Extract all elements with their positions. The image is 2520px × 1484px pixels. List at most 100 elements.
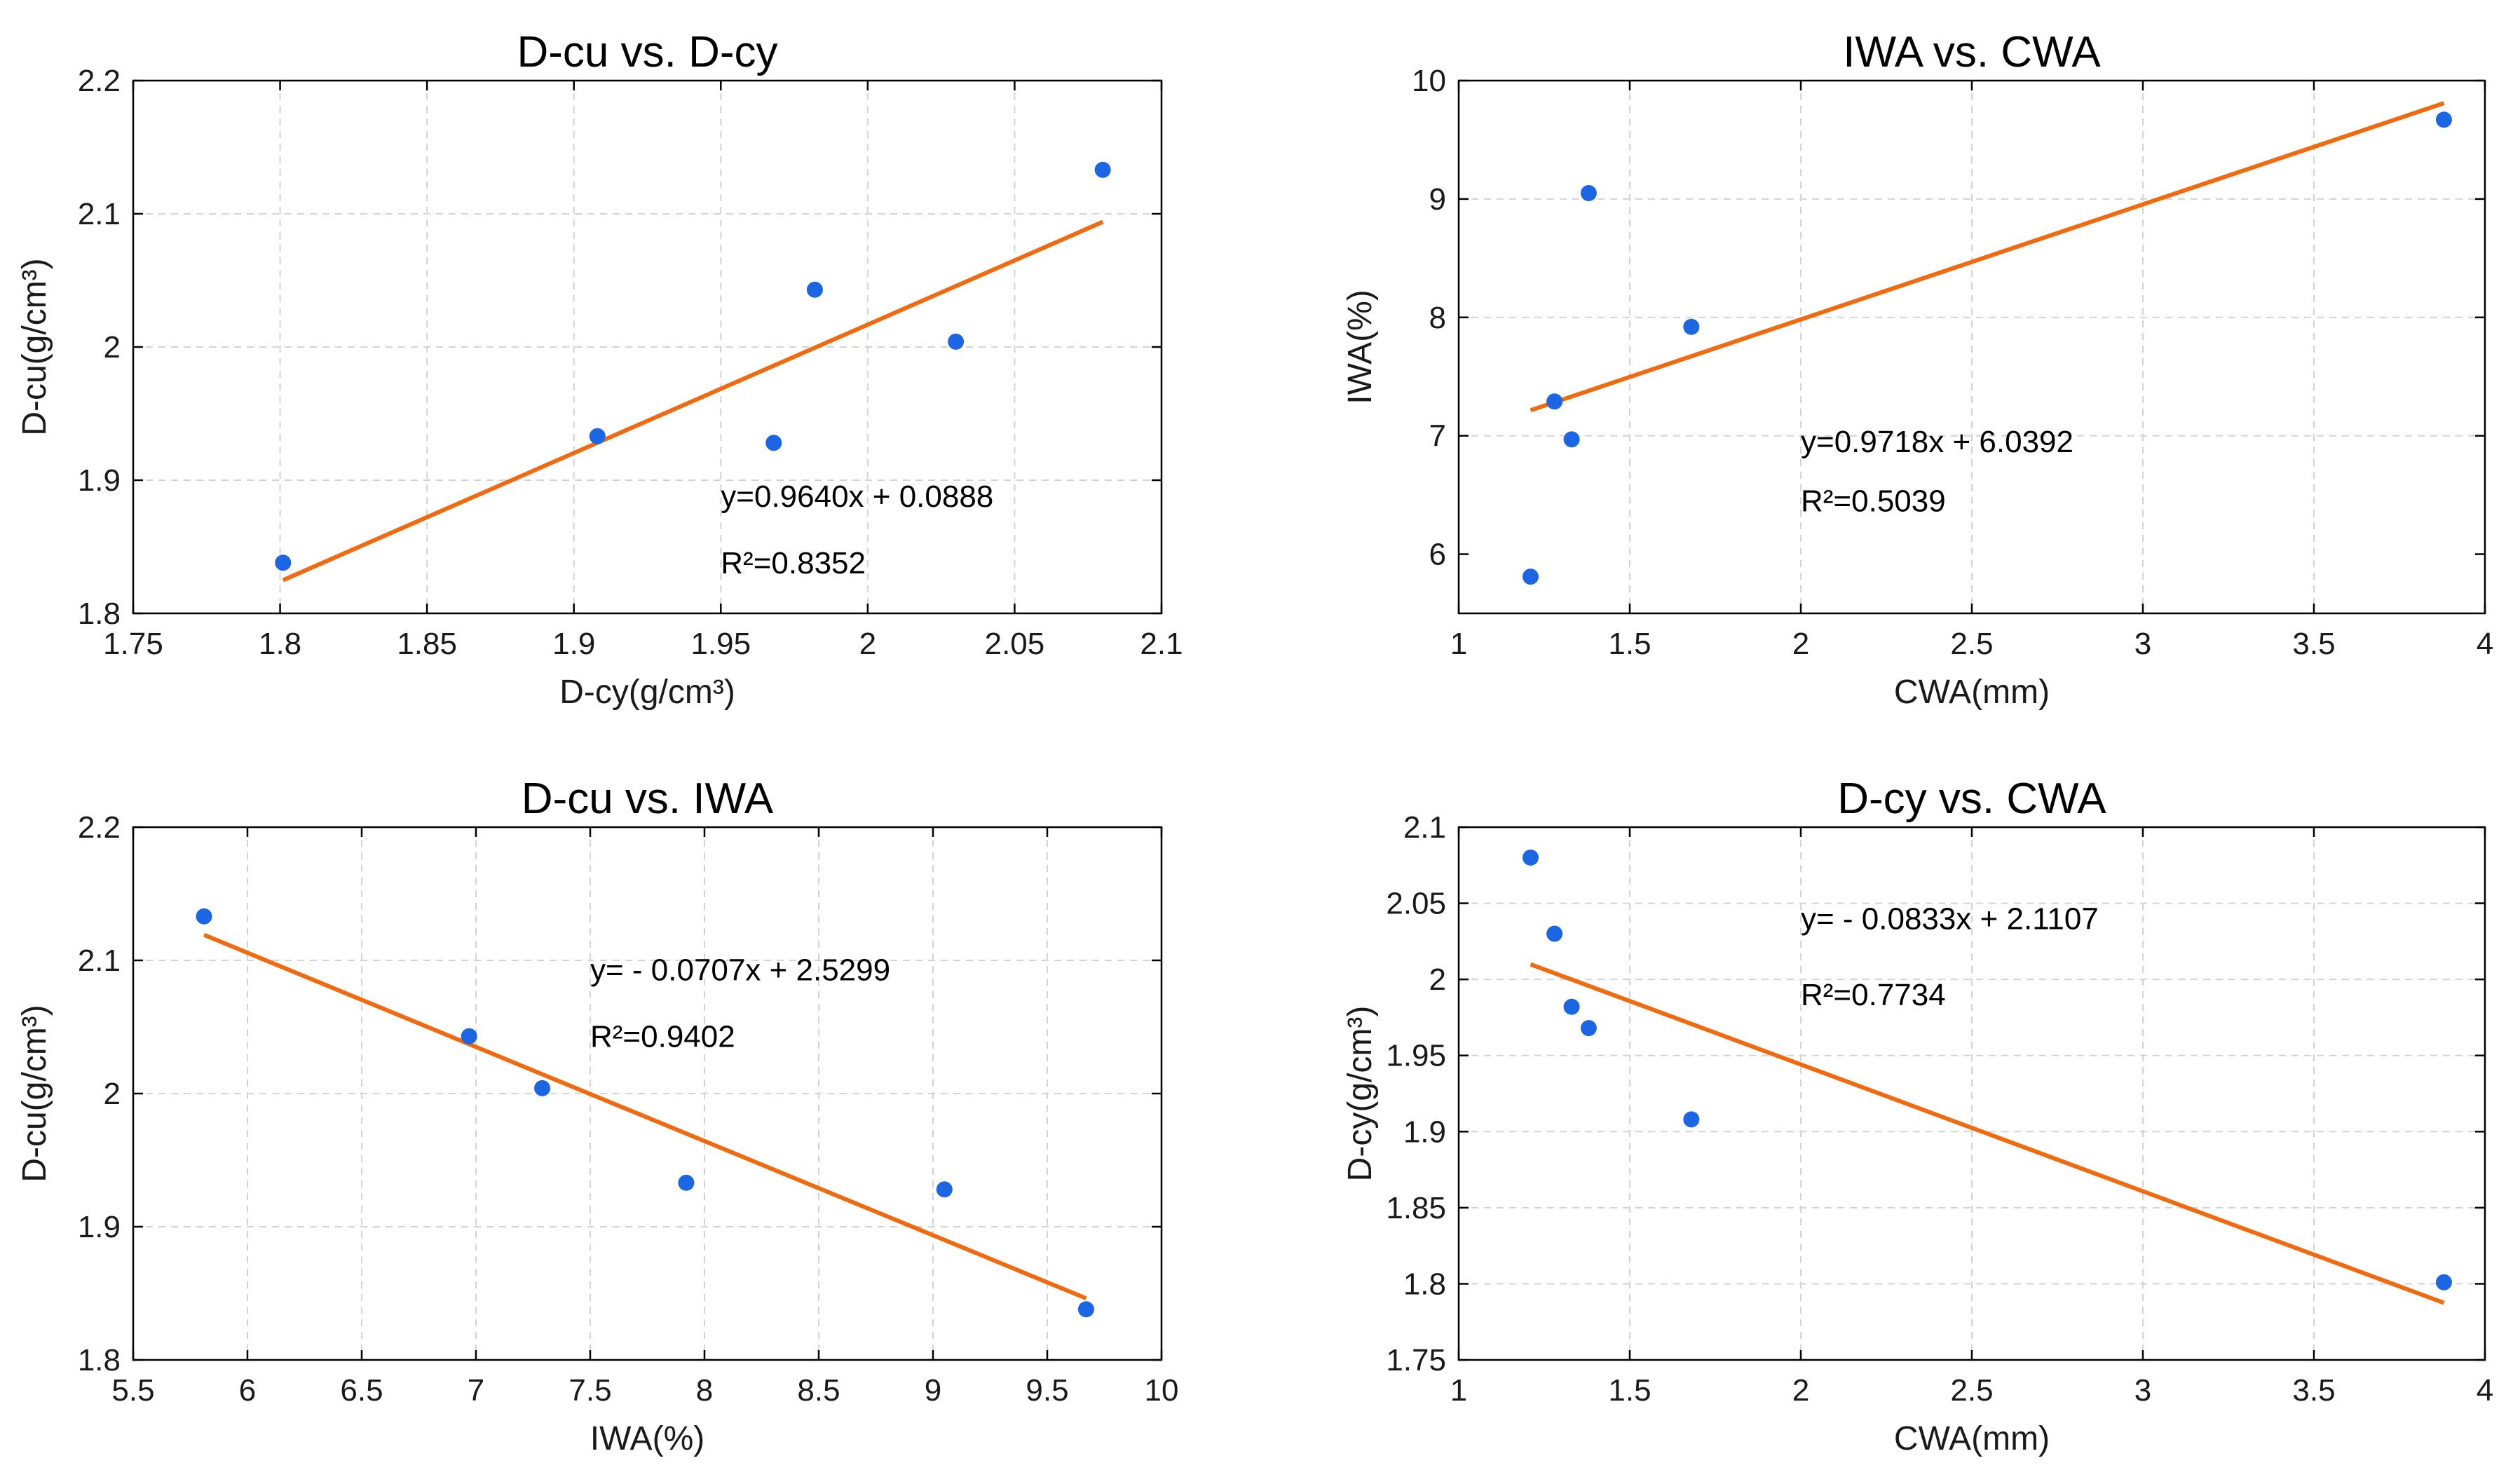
x-tick-label: 7	[468, 1373, 484, 1408]
plot-frame	[1457, 79, 2486, 615]
data-point	[806, 281, 823, 298]
x-tick-label: 6	[239, 1373, 256, 1408]
y-tick-label: 8	[1429, 301, 1446, 335]
x-tick-label: 2.5	[1950, 627, 1993, 661]
data-point	[1683, 1111, 1700, 1128]
regression-line	[282, 219, 1104, 583]
y-tick-label: 1.75	[1386, 1343, 1446, 1377]
y-tick-label: 1.9	[78, 1210, 121, 1244]
chart-panel-1: 1.75 1.8 1.85 1.9 1.95 2 2.05 2.11.81.922.12.2D…	[16, 28, 1183, 711]
plot-frame	[1457, 826, 2486, 1361]
x-tick-label: 2	[859, 627, 876, 661]
y-tick-label: 9	[1429, 182, 1446, 217]
plot-frame	[132, 826, 1163, 1361]
regression-line	[203, 932, 1087, 1300]
data-point	[1522, 569, 1539, 585]
y-tick-label: 2.1	[1403, 810, 1446, 845]
plot-frame	[132, 79, 1163, 615]
data-point	[936, 1181, 953, 1198]
y-tick-label: 2	[104, 330, 121, 365]
x-tick-label: 10	[1145, 1373, 1179, 1408]
x-tick-label: 5.5	[111, 1373, 154, 1408]
x-tick-label: 3	[2134, 1373, 2151, 1408]
y-tick-label: 1.95	[1386, 1039, 1446, 1073]
regression-equation: y= - 0.0833x + 2.1107	[1801, 901, 2099, 936]
y-tick-label: 2	[104, 1077, 121, 1111]
data-point	[1546, 925, 1563, 942]
chart-panel-3: 5.5 6 6.5 7 7.5 8 8.5 9 9.5 10 1.8 1.9 2 2.1 2.2 D-cu v…	[16, 775, 1178, 1457]
data-point	[1563, 431, 1580, 448]
data-point	[2435, 111, 2452, 128]
x-axis-label: CWA(mm)	[1894, 674, 2050, 711]
x-tick-label: 8	[696, 1373, 713, 1408]
y-axis-label: D-cu(g/cm³)	[16, 258, 53, 435]
data-point	[589, 428, 606, 444]
data-point	[1580, 184, 1597, 201]
x-axis-label: CWA(mm)	[1894, 1420, 2050, 1457]
data-point	[765, 435, 782, 451]
regression-line	[1530, 101, 2445, 413]
data-point	[1077, 1301, 1094, 1318]
x-tick-label: 2.5	[1950, 1373, 1993, 1408]
data-point	[1094, 161, 1111, 178]
x-axis-label: IWA(%)	[590, 1420, 705, 1457]
x-tick-label: 7.5	[568, 1373, 611, 1408]
x-tick-label: 1	[1450, 627, 1467, 661]
y-tick-label: 10	[1412, 64, 1446, 98]
regression-equation: y= - 0.0707x + 2.5299	[590, 953, 890, 987]
r-squared-label: R²=0.8352	[721, 546, 866, 580]
y-axis-label: D-cu(g/cm³)	[16, 1005, 53, 1182]
chart-title: D-cu vs. D-cy	[517, 28, 778, 76]
x-tick-label: 1.8	[259, 627, 301, 661]
y-tick-label: 6	[1429, 538, 1446, 572]
x-tick-label: 2	[1792, 1373, 1809, 1408]
x-tick-label: 1.5	[1608, 627, 1651, 661]
x-tick-label: 2	[1792, 627, 1809, 661]
data-point	[1580, 1020, 1597, 1037]
chart-title: D-cy vs. CWA	[1837, 775, 2106, 823]
data-point	[2435, 1274, 2452, 1291]
x-tick-label: 1.9	[552, 627, 595, 661]
data-point	[1546, 393, 1563, 410]
y-tick-label: 2.2	[78, 810, 121, 845]
chart-panel-2: 1 1.5 2 2.5 3 3.5 4 6 7 8 9 10 IWA vs. CWA CWA(mm) IWA…	[1342, 28, 2493, 711]
x-tick-label: 6.5	[340, 1373, 383, 1408]
data-point	[1563, 998, 1580, 1015]
y-tick-label: 1.8	[78, 597, 121, 631]
x-tick-label: 1.75	[103, 627, 163, 661]
chart-title: D-cu vs. IWA	[522, 775, 774, 823]
data-point	[948, 333, 965, 350]
chart-title: IWA vs. CWA	[1843, 28, 2101, 76]
y-tick-label: 2.1	[78, 944, 121, 978]
y-tick-label: 7	[1429, 419, 1446, 454]
y-tick-label: 2.05	[1386, 887, 1446, 921]
regression-equation: y=0.9640x + 0.0888	[721, 479, 993, 514]
data-point	[1522, 849, 1539, 866]
y-tick-label: 1.8	[1403, 1267, 1446, 1301]
chart-panel-4: 1 1.5 2 2.5 3 3.5 4 1.75 1.8 1.85 1.9 1.95 2 2.05 2.1 D…	[1342, 775, 2493, 1457]
data-point	[678, 1174, 695, 1191]
x-tick-label: 4	[2477, 627, 2493, 661]
regression-line	[1530, 962, 2445, 1305]
y-tick-label: 1.8	[78, 1343, 121, 1377]
x-tick-label: 1	[1450, 1373, 1467, 1408]
data-point	[196, 908, 212, 925]
x-tick-label: 8.5	[797, 1373, 840, 1408]
x-tick-label: 1.5	[1608, 1373, 1651, 1408]
r-squared-label: R²=0.7734	[1801, 978, 1946, 1012]
y-tick-label: 1.9	[78, 463, 121, 498]
y-tick-label: 1.9	[1403, 1115, 1446, 1149]
x-tick-label: 3.5	[2292, 1373, 2335, 1408]
x-tick-label: 9	[925, 1373, 941, 1408]
y-axis-label: D-cy(g/cm³)	[1342, 1006, 1379, 1182]
y-tick-label: 2.2	[78, 64, 121, 98]
data-point	[534, 1080, 551, 1096]
x-tick-label: 3.5	[2292, 627, 2335, 661]
x-axis-label: D-cy(g/cm³)	[559, 674, 735, 711]
y-axis-label: IWA(%)	[1342, 290, 1379, 404]
data-point	[275, 554, 292, 571]
y-tick-label: 2.1	[78, 197, 121, 231]
x-tick-label: 1.95	[690, 627, 751, 661]
y-tick-label: 2	[1429, 962, 1446, 997]
